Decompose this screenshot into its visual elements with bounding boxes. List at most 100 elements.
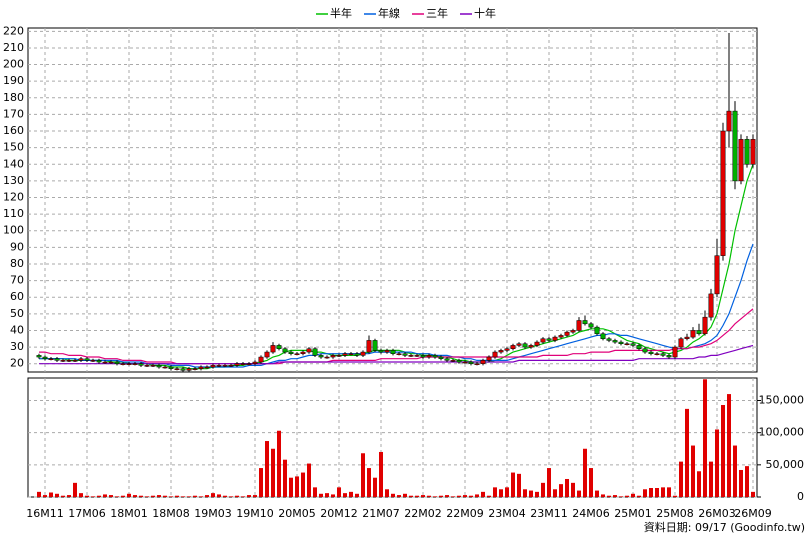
volume-bar bbox=[715, 429, 719, 497]
legend-label: 半年 bbox=[330, 6, 352, 20]
candle-body bbox=[90, 360, 96, 362]
volume-bar bbox=[199, 496, 203, 497]
volume-bar bbox=[445, 495, 449, 497]
candle-body bbox=[408, 355, 414, 357]
candle-body bbox=[498, 350, 504, 353]
x-tick-label: 20M05 bbox=[278, 507, 316, 520]
candle-body bbox=[360, 351, 366, 356]
y-tick-label: 70 bbox=[10, 274, 24, 287]
volume-bar bbox=[601, 494, 605, 497]
candle-body bbox=[624, 343, 630, 345]
volume-bar bbox=[295, 476, 299, 497]
candle-body bbox=[516, 343, 522, 346]
candle-body bbox=[420, 355, 426, 358]
candle-body bbox=[654, 353, 660, 355]
volume-bar bbox=[103, 494, 107, 497]
y-tick-label: 60 bbox=[10, 290, 24, 303]
volume-bar bbox=[211, 493, 215, 497]
volume-bar bbox=[523, 489, 527, 497]
volume-bar bbox=[67, 495, 71, 497]
x-tick-label: 21M07 bbox=[362, 507, 400, 520]
volume-bar bbox=[163, 495, 167, 497]
candle-body bbox=[390, 350, 396, 354]
volume-bar bbox=[61, 495, 65, 497]
candle-body bbox=[276, 345, 282, 349]
volume-bar bbox=[157, 495, 161, 497]
volume-bar bbox=[667, 487, 671, 497]
candle-body bbox=[378, 350, 384, 353]
volume-bar bbox=[343, 493, 347, 497]
y-tick-label: 20 bbox=[10, 357, 24, 370]
y-tick-label: 30 bbox=[10, 340, 24, 353]
candle-body bbox=[282, 348, 288, 353]
candle-body bbox=[552, 336, 558, 341]
candle-body bbox=[156, 365, 162, 368]
candle-body bbox=[66, 360, 72, 362]
volume-bar bbox=[589, 468, 593, 497]
candle-body bbox=[534, 341, 540, 346]
volume-bar bbox=[169, 496, 173, 497]
volume-bar bbox=[451, 496, 455, 497]
candle-body bbox=[462, 361, 468, 364]
volume-bar bbox=[535, 491, 539, 497]
y-tick-label: 90 bbox=[10, 240, 24, 253]
volume-bar bbox=[571, 482, 575, 497]
candle-body bbox=[600, 333, 606, 340]
volume-bar bbox=[391, 493, 395, 497]
volume-bar bbox=[409, 495, 413, 497]
volume-bar bbox=[379, 451, 383, 497]
volume-bar bbox=[541, 482, 545, 497]
volume-bar bbox=[79, 493, 83, 497]
x-tick-label: 18M08 bbox=[152, 507, 190, 520]
volume-bar bbox=[229, 496, 233, 497]
ma-line bbox=[39, 308, 754, 365]
volume-bar bbox=[661, 487, 665, 497]
candle-body bbox=[528, 345, 534, 348]
volume-bar bbox=[733, 445, 737, 497]
y2-tick-label: 50,000 bbox=[766, 458, 805, 471]
volume-bar bbox=[277, 430, 281, 497]
volume-bar bbox=[307, 463, 311, 497]
volume-bar bbox=[553, 489, 557, 497]
volume-bar bbox=[355, 493, 359, 497]
candle-body bbox=[342, 353, 348, 356]
volume-bar bbox=[73, 482, 77, 497]
y-tick-label: 50 bbox=[10, 307, 24, 320]
volume-bar bbox=[115, 496, 119, 497]
volume-bar bbox=[241, 496, 245, 497]
candle-body bbox=[138, 363, 144, 366]
candle-body bbox=[300, 351, 306, 354]
volume-bar bbox=[127, 493, 131, 497]
price-panel bbox=[27, 27, 758, 373]
candle-body bbox=[336, 355, 342, 357]
candle-body bbox=[180, 368, 186, 371]
y-tick-label: 120 bbox=[3, 191, 24, 204]
candle-body bbox=[726, 110, 732, 132]
x-tick-label: 26M03 bbox=[698, 507, 736, 520]
volume-bar bbox=[565, 478, 569, 497]
candle-body bbox=[438, 356, 444, 359]
volume-bar bbox=[181, 496, 185, 497]
y-tick-label: 160 bbox=[3, 124, 24, 137]
y-tick-label: 130 bbox=[3, 174, 24, 187]
candle-body bbox=[324, 356, 330, 359]
candle-body bbox=[150, 365, 156, 367]
volume-bar bbox=[145, 496, 149, 497]
candle-body bbox=[504, 348, 510, 351]
candle-body bbox=[750, 139, 756, 165]
candle-body bbox=[708, 293, 714, 318]
candle-body bbox=[228, 365, 234, 367]
candle-body bbox=[318, 355, 324, 358]
candle-body bbox=[588, 323, 594, 328]
volume-bar bbox=[37, 491, 41, 497]
volume-bar bbox=[457, 495, 461, 497]
volume-bar bbox=[289, 477, 293, 497]
volume-bar bbox=[421, 495, 425, 497]
candle-body bbox=[558, 335, 564, 338]
volume-bar bbox=[499, 489, 503, 497]
volume-bar bbox=[151, 495, 155, 497]
candle-body bbox=[576, 320, 582, 331]
candle-body bbox=[246, 363, 252, 365]
volume-bar bbox=[673, 495, 677, 497]
